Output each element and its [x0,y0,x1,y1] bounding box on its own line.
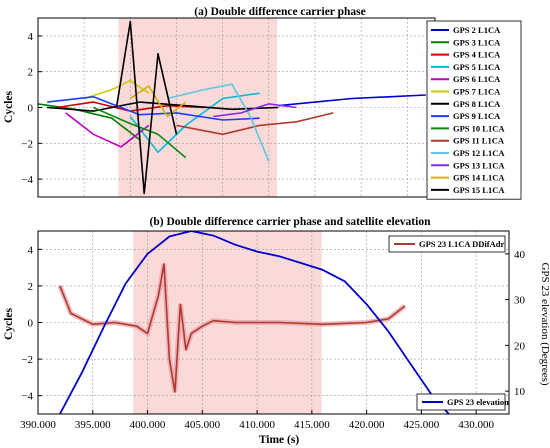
series-line [59,263,406,393]
right-y-tick-label: 30 [514,295,526,307]
legend-box [416,393,506,411]
y-tick-label: −2 [21,138,33,150]
panel-a-y-axis-label: Cycles [3,91,15,123]
legend-label: GPS 15 L1CA [453,185,505,195]
y-tick-label: −2 [21,354,33,366]
x-tick-label: 405.000 [184,419,220,431]
panel-a-legend: GPS 2 L1CA GPS 3 L1CA GPS 4 L1CA GPS 5 L1CA… [426,20,522,200]
series-line [93,106,187,159]
series-line [38,103,141,141]
legend-label: GPS 4 L1CA [453,50,501,60]
panel-a-title: (a) Double difference carrier phase [194,6,365,18]
panel-a-double-difference: (a) Double difference carrier phase 4 2 0 −… [3,6,522,200]
legend-label: GPS 7 L1CA [453,87,501,97]
legend-box [388,235,506,253]
x-tick-label: 410.000 [239,419,275,431]
y-tick-label: 4 [28,244,34,256]
panel-b-legend-elevation: GPS 23 elevation [416,393,509,411]
panel-a-y-ticks: 4 2 0 −2 −4 [21,31,42,186]
series-line [47,96,260,121]
legend-label: GPS 14 L1CA [453,173,505,183]
legend-box [426,20,522,200]
panel-b-elevation: (b) Double difference carrier phase and … [3,216,550,446]
y-tick-label: −4 [21,391,33,403]
series-line [277,94,426,107]
series-line [115,20,178,195]
y-tick-label: −4 [21,174,33,186]
right-y-tick-label: 10 [514,386,526,398]
legend-label: GPS 3 L1CA [453,37,501,47]
legend-label: GPS 23 elevation [447,397,509,407]
series-line [213,103,297,118]
legend-label: GPS 9 L1CA [453,111,501,121]
panel-b-title: (b) Double difference carrier phase and … [150,216,432,228]
panel-b-x-axis-label: Time (s) [259,434,300,446]
y-tick-label: 2 [28,67,34,79]
panel-b-y-axis-label: Cycles [3,308,15,340]
series-line [129,85,187,118]
legend-label: GPS 11 L1CA [453,136,505,146]
legend-label: GPS 8 L1CA [453,99,501,109]
panel-b-right-y-ticks: 40 30 20 10 [505,249,526,398]
x-tick-label: 400.000 [130,419,166,431]
y-tick-label: 4 [28,31,34,43]
panel-b-y-ticks: 4 2 0 −2 −4 [21,244,42,403]
series-line [59,231,450,414]
x-tick-label: 390.000 [20,419,56,431]
panel-b-legend-ddifadr: GPS 23 L1CA DDifAdr [388,235,506,253]
y-tick-label: 0 [28,318,34,330]
y-tick-label: 2 [28,281,34,293]
series-line [83,79,150,100]
legend-label: GPS 2 L1CA [453,25,501,35]
y-tick-label: 0 [28,103,34,115]
series-line [65,112,150,148]
legend-label: GPS 12 L1CA [453,148,505,158]
right-y-tick-label: 20 [514,340,526,352]
panel-b-right-axis-label: GPS 23 elevation (Degrees) [539,262,550,385]
legend-label: GPS 23 L1CA DDifAdr [419,239,504,249]
series-line [167,83,270,162]
panel-b-series [57,231,450,414]
series-line [47,101,279,112]
panel-a-series [38,20,426,195]
legend-label: GPS 5 L1CA [453,62,501,72]
x-tick-label: 430.000 [458,419,494,431]
legend-label: GPS 10 L1CA [453,123,505,133]
x-tick-label: 420.000 [349,419,385,431]
legend-label: GPS 13 L1CA [453,160,505,170]
x-tick-label: 415.000 [294,419,330,431]
panel-b-x-ticks: 390.000 395.000 400.000 405.000 410.000 415.0… [20,410,495,431]
x-tick-label: 425.000 [403,419,439,431]
right-y-tick-label: 40 [514,249,526,261]
series-line [176,112,334,136]
x-tick-label: 395.000 [75,419,111,431]
legend-label: GPS 6 L1CA [453,74,501,84]
